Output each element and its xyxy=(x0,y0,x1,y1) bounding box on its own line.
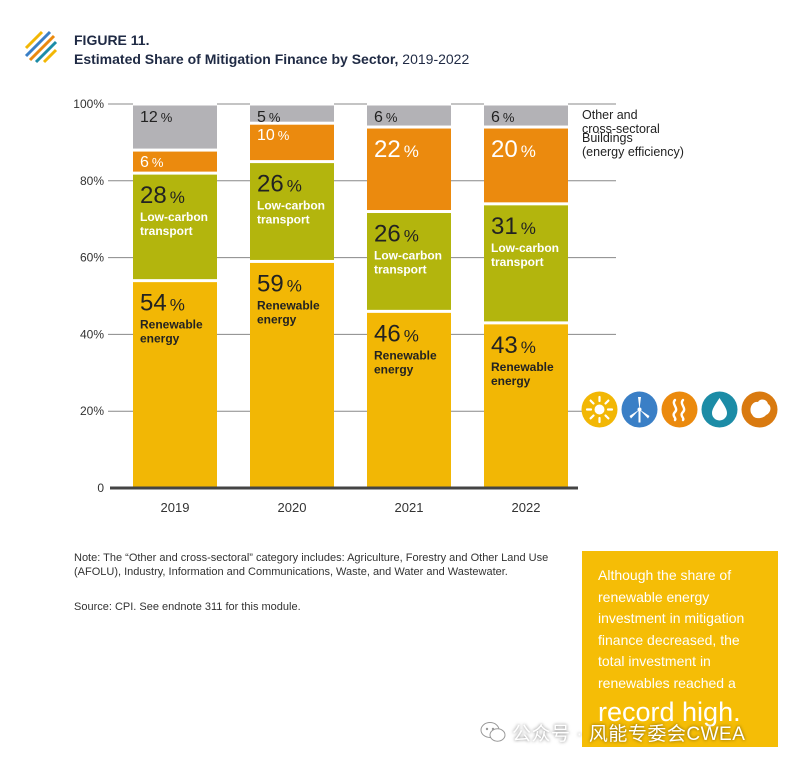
callout-emphasis: record high. xyxy=(598,696,741,727)
figure-title-years: 2019-2022 xyxy=(402,51,470,67)
wind-turbine-icon xyxy=(621,391,658,428)
renewable-icons-row xyxy=(581,391,781,429)
data-label: 12% xyxy=(140,109,173,126)
segment-label: Low-carbon xyxy=(374,249,442,263)
segment-label: transport xyxy=(140,224,193,238)
legend-other-label: cross-sectoral xyxy=(582,122,660,136)
segment-label: Low-carbon xyxy=(257,199,325,213)
legend-other-label: Other and xyxy=(582,108,638,122)
bar-segment xyxy=(250,124,334,161)
chart-source: Source: CPI. See endnote 311 for this mo… xyxy=(74,601,301,613)
x-tick-label: 2022 xyxy=(512,500,541,515)
bar-segment xyxy=(250,105,334,122)
segment-label: energy xyxy=(257,312,297,326)
bar-segment xyxy=(133,282,217,487)
data-label: 6% xyxy=(140,154,164,171)
bar-segment xyxy=(133,174,217,280)
geothermal-heat-icon xyxy=(661,391,698,428)
bar-segment xyxy=(484,324,568,487)
segment-label: Renewable xyxy=(257,298,320,312)
segment-label: Renewable xyxy=(140,318,203,332)
segment-label: Low-carbon xyxy=(140,210,208,224)
x-tick-label: 2021 xyxy=(395,500,424,515)
y-tick-label: 20% xyxy=(80,404,104,418)
segment-label: Renewable xyxy=(491,360,554,374)
data-label: 6% xyxy=(491,109,515,126)
callout-text: Although the share of renewable energy i… xyxy=(598,567,745,691)
y-tick-label: 100% xyxy=(73,97,104,111)
biomass-leaf-icon xyxy=(741,391,778,428)
bar-segment xyxy=(250,262,334,487)
segment-label: energy xyxy=(140,332,180,346)
y-tick-label: 40% xyxy=(80,327,104,341)
bar-segment xyxy=(250,163,334,260)
bar-segment xyxy=(367,128,451,211)
bar-segment xyxy=(484,105,568,126)
segment-label: Low-carbon xyxy=(491,241,559,255)
bar-segment xyxy=(133,105,217,149)
bar-segment xyxy=(367,213,451,310)
watermark-text: 公众号 · 风能专委会CWEA xyxy=(512,723,746,745)
y-tick-label: 0 xyxy=(97,481,104,495)
data-label: 22% xyxy=(374,136,419,163)
data-label: 28% xyxy=(140,182,185,209)
segment-label: energy xyxy=(491,374,531,388)
bar-segment xyxy=(484,128,568,203)
data-label: 10% xyxy=(257,127,290,144)
bar-segment xyxy=(133,151,217,172)
segment-label: transport xyxy=(491,255,544,269)
report-logo-icon xyxy=(24,30,58,64)
data-label: 5% xyxy=(257,109,281,126)
bar-segment xyxy=(367,105,451,126)
segment-label: energy xyxy=(374,362,414,376)
data-label: 6% xyxy=(374,109,398,126)
figure-title: Estimated Share of Mitigation Finance by… xyxy=(74,51,469,67)
legend-buildings-label: (energy efficiency) xyxy=(582,145,684,159)
bar-segment xyxy=(484,205,568,322)
legend-buildings-label: Buildings xyxy=(582,131,633,145)
callout-box: Although the share of renewable energy i… xyxy=(582,551,778,747)
wechat-icon xyxy=(480,722,506,742)
y-tick-label: 80% xyxy=(80,174,104,188)
y-tick-label: 60% xyxy=(80,251,104,265)
sun-icon xyxy=(581,391,618,428)
x-tick-label: 2020 xyxy=(278,500,307,515)
watermark: 公众号 · 风能专委会CWEA xyxy=(480,718,780,746)
figure-title-main: Estimated Share of Mitigation Finance by… xyxy=(74,51,399,67)
x-tick-label: 2019 xyxy=(161,500,190,515)
segment-label: transport xyxy=(257,213,310,227)
chart-note: Note: The “Other and cross-sectoral” cat… xyxy=(74,552,549,578)
water-drop-icon xyxy=(701,391,738,428)
segment-label: Renewable xyxy=(374,348,437,362)
segment-label: transport xyxy=(374,263,427,277)
figure-label: FIGURE 11. xyxy=(74,32,150,48)
bar-segment xyxy=(367,312,451,487)
